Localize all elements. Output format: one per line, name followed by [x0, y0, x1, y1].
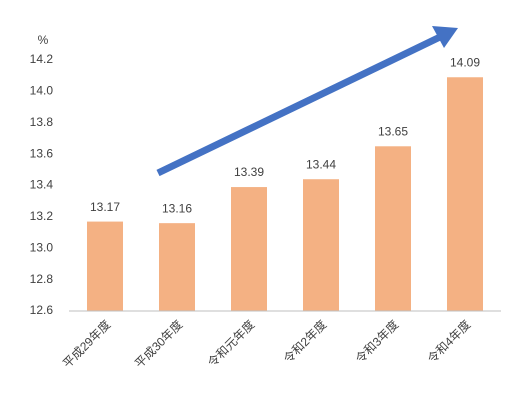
- y-tick-label: 14.2: [30, 52, 54, 66]
- x-tick-label: 令和2年度: [280, 317, 329, 366]
- arrow-head: [432, 26, 458, 48]
- trend-arrow: [156, 26, 458, 177]
- y-tick-label: 13.0: [30, 240, 54, 254]
- x-tick-label: 令和4年度: [424, 317, 473, 366]
- x-tick-label: 令和3年度: [352, 317, 401, 366]
- bar: [303, 179, 339, 311]
- y-tick-label: 13.4: [30, 178, 54, 192]
- y-tick-label: 14.0: [30, 84, 54, 98]
- y-tick-label: 13.2: [30, 209, 54, 223]
- bar: [447, 77, 483, 311]
- data-label: 14.09: [450, 55, 480, 69]
- bar: [375, 146, 411, 311]
- x-tick-label: 平成29年度: [59, 317, 113, 371]
- arrow-shaft: [156, 33, 442, 177]
- x-tick-label: 令和元年度: [204, 317, 257, 370]
- bar: [159, 223, 195, 311]
- x-tick-label: 平成30年度: [131, 317, 185, 371]
- data-label: 13.39: [234, 165, 264, 179]
- y-tick-label: 13.6: [30, 146, 54, 160]
- y-tick-label: 12.6: [30, 303, 54, 317]
- data-label: 13.65: [378, 124, 408, 138]
- bar: [231, 187, 267, 311]
- data-label: 13.16: [162, 201, 192, 215]
- y-unit: %: [38, 33, 49, 47]
- data-label: 13.44: [306, 157, 336, 171]
- y-tick-label: 12.8: [30, 272, 54, 286]
- bar: [87, 221, 123, 311]
- y-tick-label: 13.8: [30, 115, 54, 129]
- data-label: 13.17: [90, 200, 120, 214]
